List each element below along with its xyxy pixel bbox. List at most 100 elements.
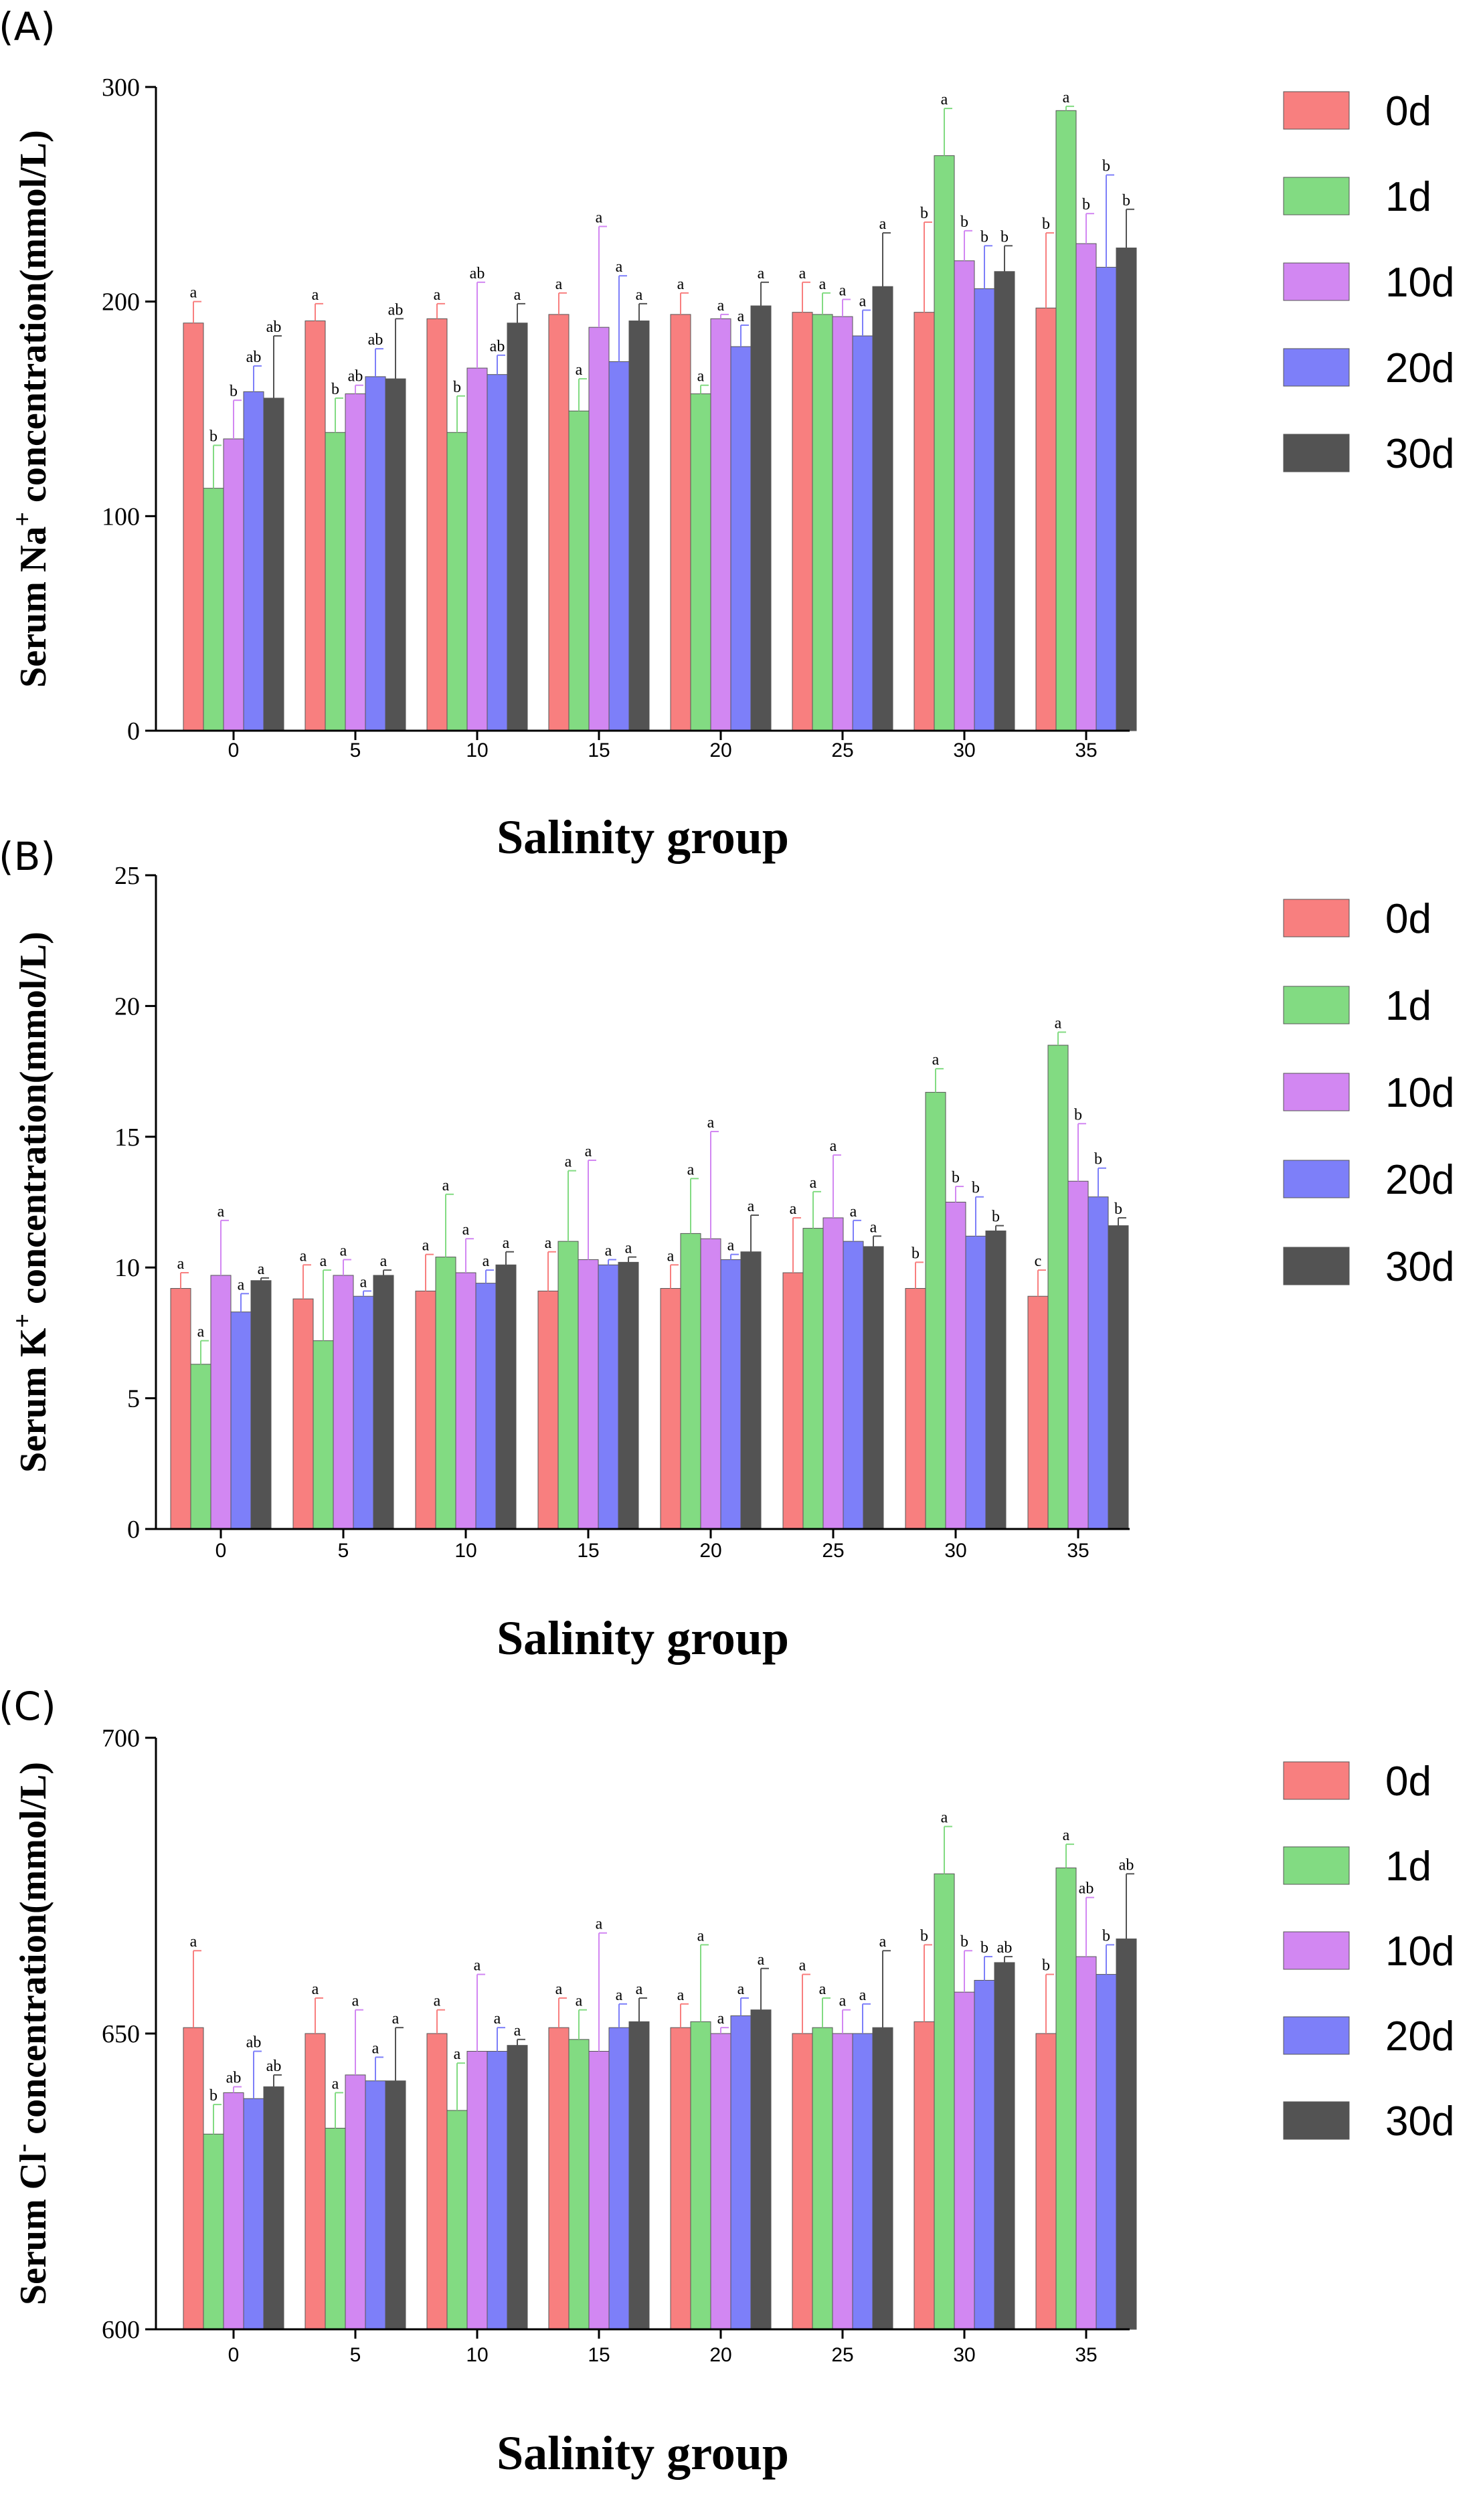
significance-letter: a [422,1237,430,1255]
bar-0d-35 [1027,1295,1049,1530]
x-tick-label: 35 [1067,1540,1089,1562]
bar-0d-5 [292,1298,314,1530]
x-tick-label: 5 [350,2344,361,2366]
panel-label: (A) [0,4,56,50]
significance-letter: a [748,1198,755,1215]
legend-label: 30d [1385,2098,1454,2145]
significance-letter: a [717,2010,725,2028]
x-axis-label: Salinity group [497,1611,789,1665]
y-tick-label: 15 [114,1123,140,1152]
bar-10d-10 [466,367,488,731]
bar-20d-0 [243,391,264,731]
significance-letter: a [392,2010,400,2028]
legend-label: 30d [1385,431,1454,477]
bar-0d-10 [426,2033,448,2330]
bar-0d-10 [415,1290,436,1530]
significance-letter: a [190,1933,197,1951]
bar-30d-10 [507,323,528,731]
significance-letter: b [992,1208,1000,1226]
bar-0d-5 [304,321,326,731]
significance-letter: b [960,1933,968,1951]
legend-label: 0d [1385,896,1431,942]
bar-0d-30 [905,1287,926,1530]
bar-30d-25 [872,2027,893,2330]
bar-1d-30 [925,1091,946,1530]
legend-label: 10d [1385,260,1454,306]
bar-1d-10 [435,1257,456,1530]
x-tick-label: 15 [588,739,610,761]
bar-10d-20 [710,2033,731,2330]
significance-letter: b [980,228,988,246]
significance-letter: ab [246,349,262,366]
legend-label: 1d [1385,174,1431,220]
legend-swatch-30d [1283,1247,1350,1285]
significance-letter: b [230,383,238,400]
bar-0d-15 [537,1290,559,1530]
significance-letter: a [197,1324,205,1341]
significance-letter: b [1074,1106,1082,1123]
y-axis-label-superscript: + [9,512,37,527]
significance-letter: b [1000,228,1009,246]
legend-swatch-10d [1283,1073,1350,1111]
bar-20d-15 [598,1264,619,1530]
y-axis-label-superscript: - [9,2144,37,2153]
significance-letter: a [636,286,643,304]
bar-0d-15 [548,314,570,731]
x-tick-label: 5 [350,739,361,761]
significance-letter: a [737,1981,745,1998]
bar-20d-15 [608,361,630,731]
significance-letter: a [596,1916,603,1933]
bar-20d-25 [852,2033,873,2330]
significance-letter: b [911,1245,920,1262]
significance-letter: a [932,1051,940,1069]
legend-swatch-10d [1283,262,1350,301]
y-axis-label: Serum K+ concentration(mmol/L) [9,931,54,1473]
x-tick-label: 30 [953,739,975,761]
significance-letter: a [839,1993,847,2010]
significance-letter: a [1063,1827,1070,1844]
bar-1d-15 [568,410,590,731]
bar-10d-15 [588,327,610,731]
legend-swatch-0d [1283,899,1350,937]
significance-letter: a [434,1993,441,2010]
significance-letter: a [340,1242,347,1259]
significance-letter: a [596,209,603,226]
significance-letter: a [380,1253,387,1270]
bar-10d-30 [954,1991,975,2330]
significance-letter: a [707,1114,715,1132]
legend: 0d 1d 10d 20d 30d [1283,88,1454,477]
significance-letter: a [677,1987,685,2004]
significance-letter: a [636,1981,643,1998]
x-tick-label: 15 [577,1540,599,1562]
x-tick-label: 0 [215,1540,227,1562]
legend-label: 20d [1385,345,1454,391]
bar-10d-25 [832,316,853,731]
significance-letter: a [474,1957,481,1975]
bar-1d-0 [190,1364,211,1530]
significance-letter: a [605,1242,612,1259]
bar-10d-0 [223,438,244,731]
bar-0d-25 [792,312,813,731]
bar-30d-0 [250,1280,272,1530]
significance-letter: a [494,2010,501,2028]
significance-letter: a [697,368,705,385]
legend-swatch-30d [1283,2101,1350,2140]
significance-letter: b [453,379,461,396]
bar-20d-15 [608,2027,630,2330]
significance-letter: a [859,1987,867,2004]
significance-letter: a [697,1927,705,1945]
bar-30d-5 [385,2080,406,2330]
significance-letter: b [209,2087,217,2104]
y-axis-label-main: Serum Na [13,527,54,688]
bar-0d-30 [913,2021,935,2330]
significance-letter: ab [246,2034,262,2052]
significance-letter: b [1094,1151,1102,1168]
bar-10d-25 [822,1217,844,1530]
x-tick-label: 0 [228,739,240,761]
bar-20d-0 [243,2098,264,2330]
bar-20d-10 [487,374,508,731]
bar-0d-0 [183,323,204,731]
significance-letter: a [758,265,765,282]
bar-30d-15 [628,321,650,731]
